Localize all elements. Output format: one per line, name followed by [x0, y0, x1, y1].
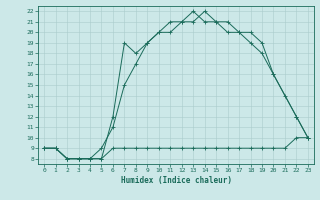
X-axis label: Humidex (Indice chaleur): Humidex (Indice chaleur) [121, 176, 231, 185]
